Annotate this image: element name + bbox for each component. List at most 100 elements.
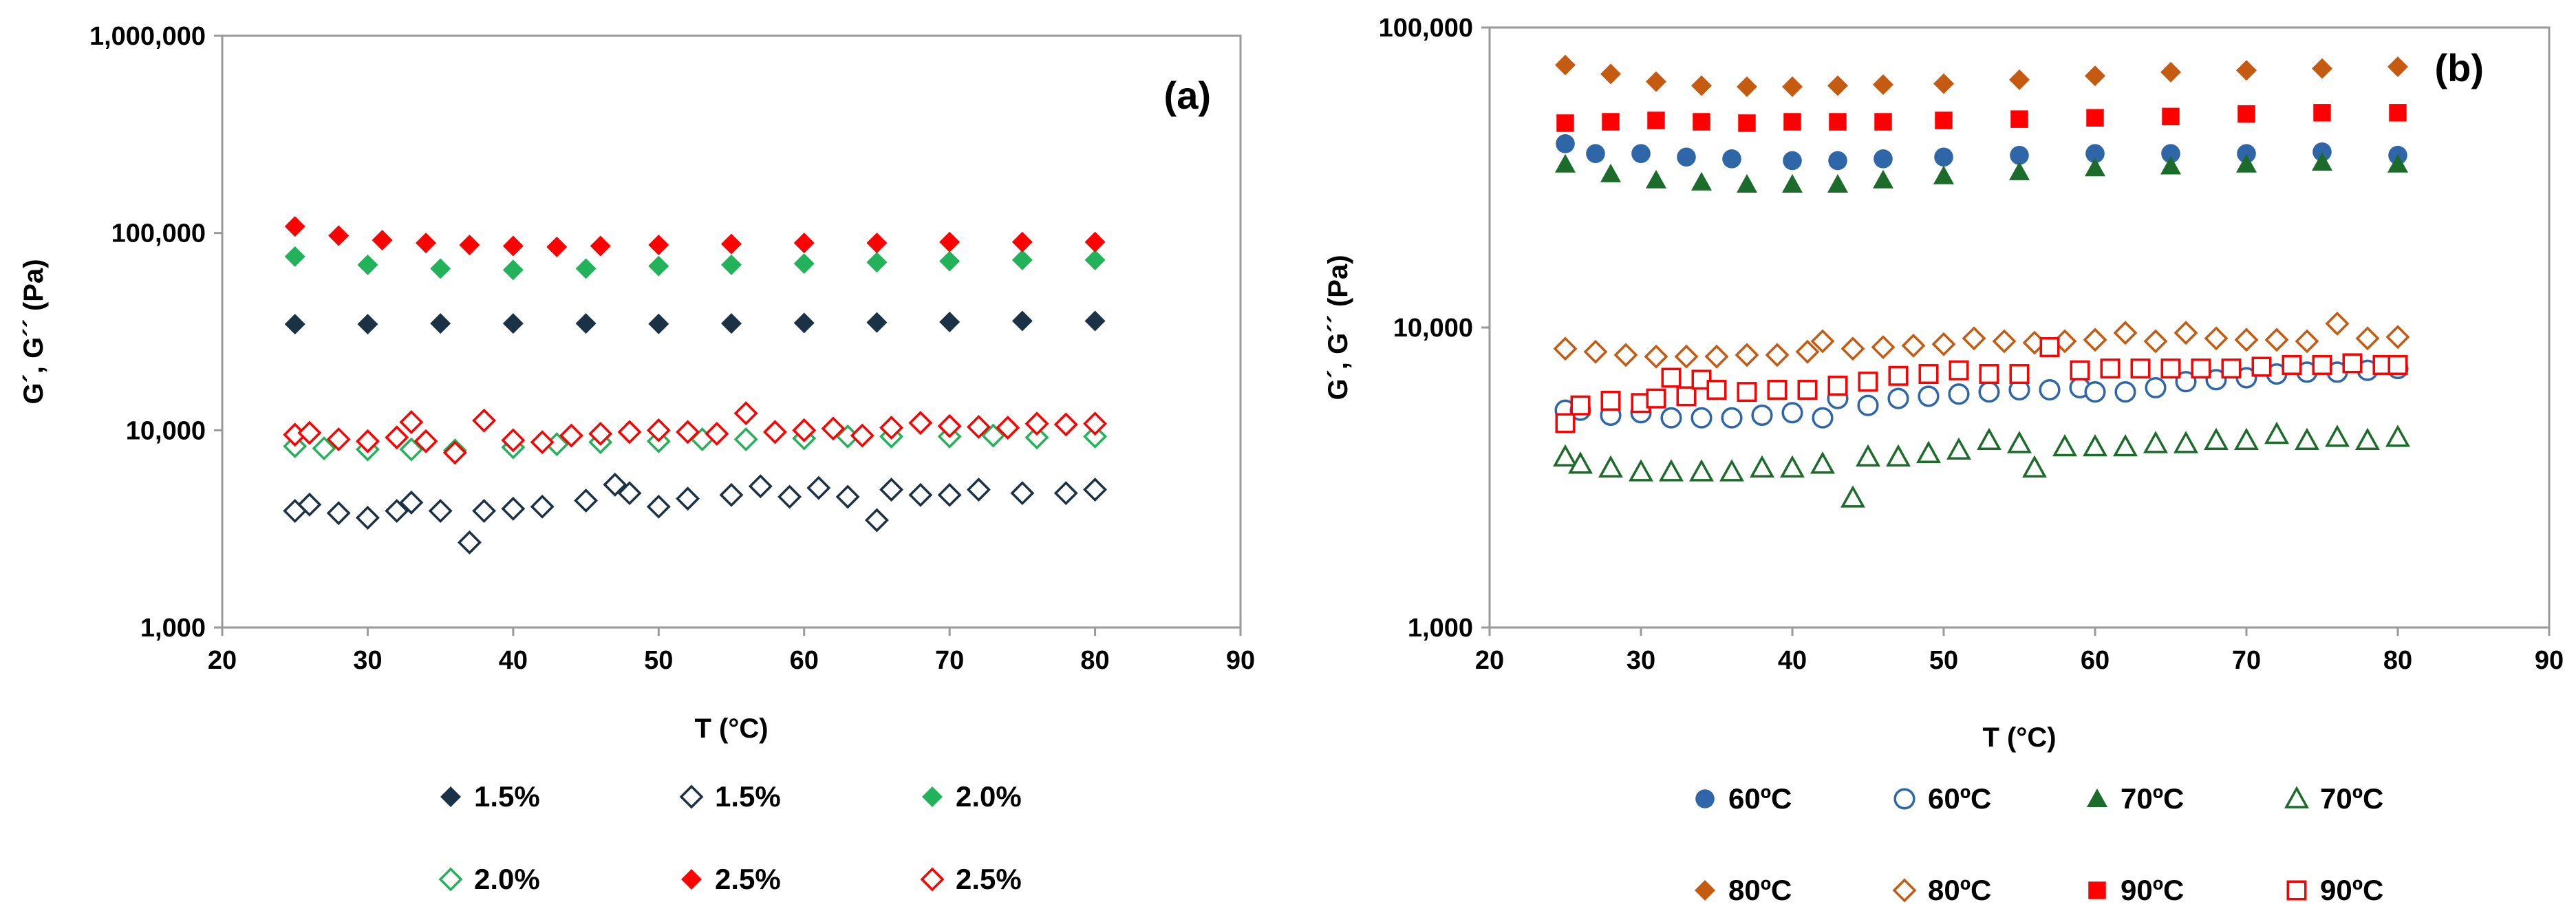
data-point	[676, 420, 700, 444]
data-point	[546, 236, 568, 257]
data-point	[1553, 336, 1578, 361]
series-5	[284, 216, 1106, 257]
legend-label: 2.5%	[956, 863, 1022, 895]
x-tick-label: 30	[1627, 646, 1655, 675]
data-point	[1887, 387, 1909, 409]
data-point	[1583, 339, 1608, 364]
data-point	[676, 486, 700, 511]
data-point	[2312, 58, 2332, 79]
data-point	[1934, 147, 1953, 167]
data-point	[966, 414, 991, 439]
data-point	[981, 423, 1006, 448]
data-point	[1704, 344, 1729, 369]
y-tick-label: 100,000	[1379, 14, 1473, 43]
data-point	[908, 482, 933, 507]
x-tick-label: 70	[2232, 646, 2261, 675]
data-point	[2236, 60, 2257, 81]
data-point	[646, 494, 671, 519]
data-point	[1721, 407, 1743, 429]
data-point	[1689, 459, 1714, 482]
data-point	[2221, 358, 2242, 379]
legend-marker	[1695, 880, 1715, 901]
data-point	[1949, 360, 1969, 380]
data-point	[2009, 364, 2030, 385]
legend-label: 2.0%	[474, 863, 540, 895]
data-point	[2039, 337, 2060, 358]
panel-label: (a)	[1164, 74, 1211, 117]
data-point	[2355, 427, 2380, 451]
data-point	[530, 494, 555, 519]
data-point	[430, 313, 451, 334]
legend-marker	[922, 786, 943, 807]
data-point	[2237, 105, 2255, 123]
data-point	[1795, 339, 1820, 364]
data-point	[1600, 390, 1621, 411]
legend-marker	[679, 784, 704, 809]
data-point	[1935, 111, 1953, 129]
data-point	[501, 428, 526, 453]
data-point	[575, 313, 597, 334]
data-point	[2387, 153, 2408, 173]
data-point	[821, 416, 846, 441]
data-point	[1827, 173, 1848, 193]
data-point	[428, 499, 453, 524]
data-point	[2313, 104, 2331, 122]
data-point	[385, 499, 409, 524]
y-tick-label: 10,000	[126, 416, 206, 445]
data-point	[1083, 411, 1108, 436]
data-point	[1918, 364, 1939, 385]
x-axis-title: T (°C)	[694, 714, 768, 744]
data-point	[719, 482, 744, 507]
data-point	[2295, 329, 2319, 354]
data-point	[939, 311, 960, 332]
series-8	[1555, 337, 2408, 433]
data-point	[1781, 402, 1803, 424]
data-point	[416, 233, 436, 254]
legend-label: 1.5%	[715, 780, 781, 813]
data-point	[1827, 75, 1848, 96]
x-tick-label: 60	[790, 646, 819, 675]
data-point	[1677, 147, 1696, 167]
data-point	[1011, 249, 1033, 270]
data-point	[297, 492, 322, 517]
data-point	[1693, 113, 1710, 131]
data-point	[1874, 149, 1893, 169]
data-point	[1737, 382, 1757, 403]
x-tick-label: 80	[2383, 646, 2412, 675]
data-point	[1782, 76, 1803, 97]
panel-label: (b)	[2434, 46, 2484, 89]
data-point	[2130, 358, 2151, 379]
data-point	[996, 416, 1020, 440]
data-point	[1873, 74, 1893, 96]
data-point	[284, 216, 305, 237]
data-point	[1084, 231, 1106, 253]
x-tick-label: 30	[353, 646, 382, 675]
data-point	[2342, 353, 2363, 374]
data-point	[1828, 151, 1847, 171]
data-point	[1706, 380, 1727, 400]
data-point	[1556, 134, 1575, 153]
data-point	[1083, 424, 1108, 449]
data-point	[399, 437, 424, 462]
data-point	[472, 408, 497, 433]
data-point	[1767, 380, 1788, 400]
y-axis-title: G´, G´´ (Pa)	[19, 259, 49, 404]
data-point	[2234, 328, 2259, 352]
data-point	[2312, 152, 2332, 171]
series-3	[284, 246, 1106, 281]
series-6	[1553, 311, 2410, 369]
data-point	[2295, 427, 2319, 451]
data-point	[2191, 358, 2211, 379]
data-point	[793, 253, 815, 275]
data-point	[733, 427, 758, 451]
data-point	[2264, 421, 2289, 444]
data-point	[866, 312, 888, 333]
data-point	[1553, 444, 1578, 467]
data-point	[430, 258, 451, 279]
data-point	[297, 420, 322, 445]
data-point	[2385, 425, 2410, 447]
data-point	[2100, 358, 2121, 379]
data-point	[646, 418, 671, 442]
data-point	[2085, 65, 2105, 87]
data-point	[937, 482, 962, 507]
